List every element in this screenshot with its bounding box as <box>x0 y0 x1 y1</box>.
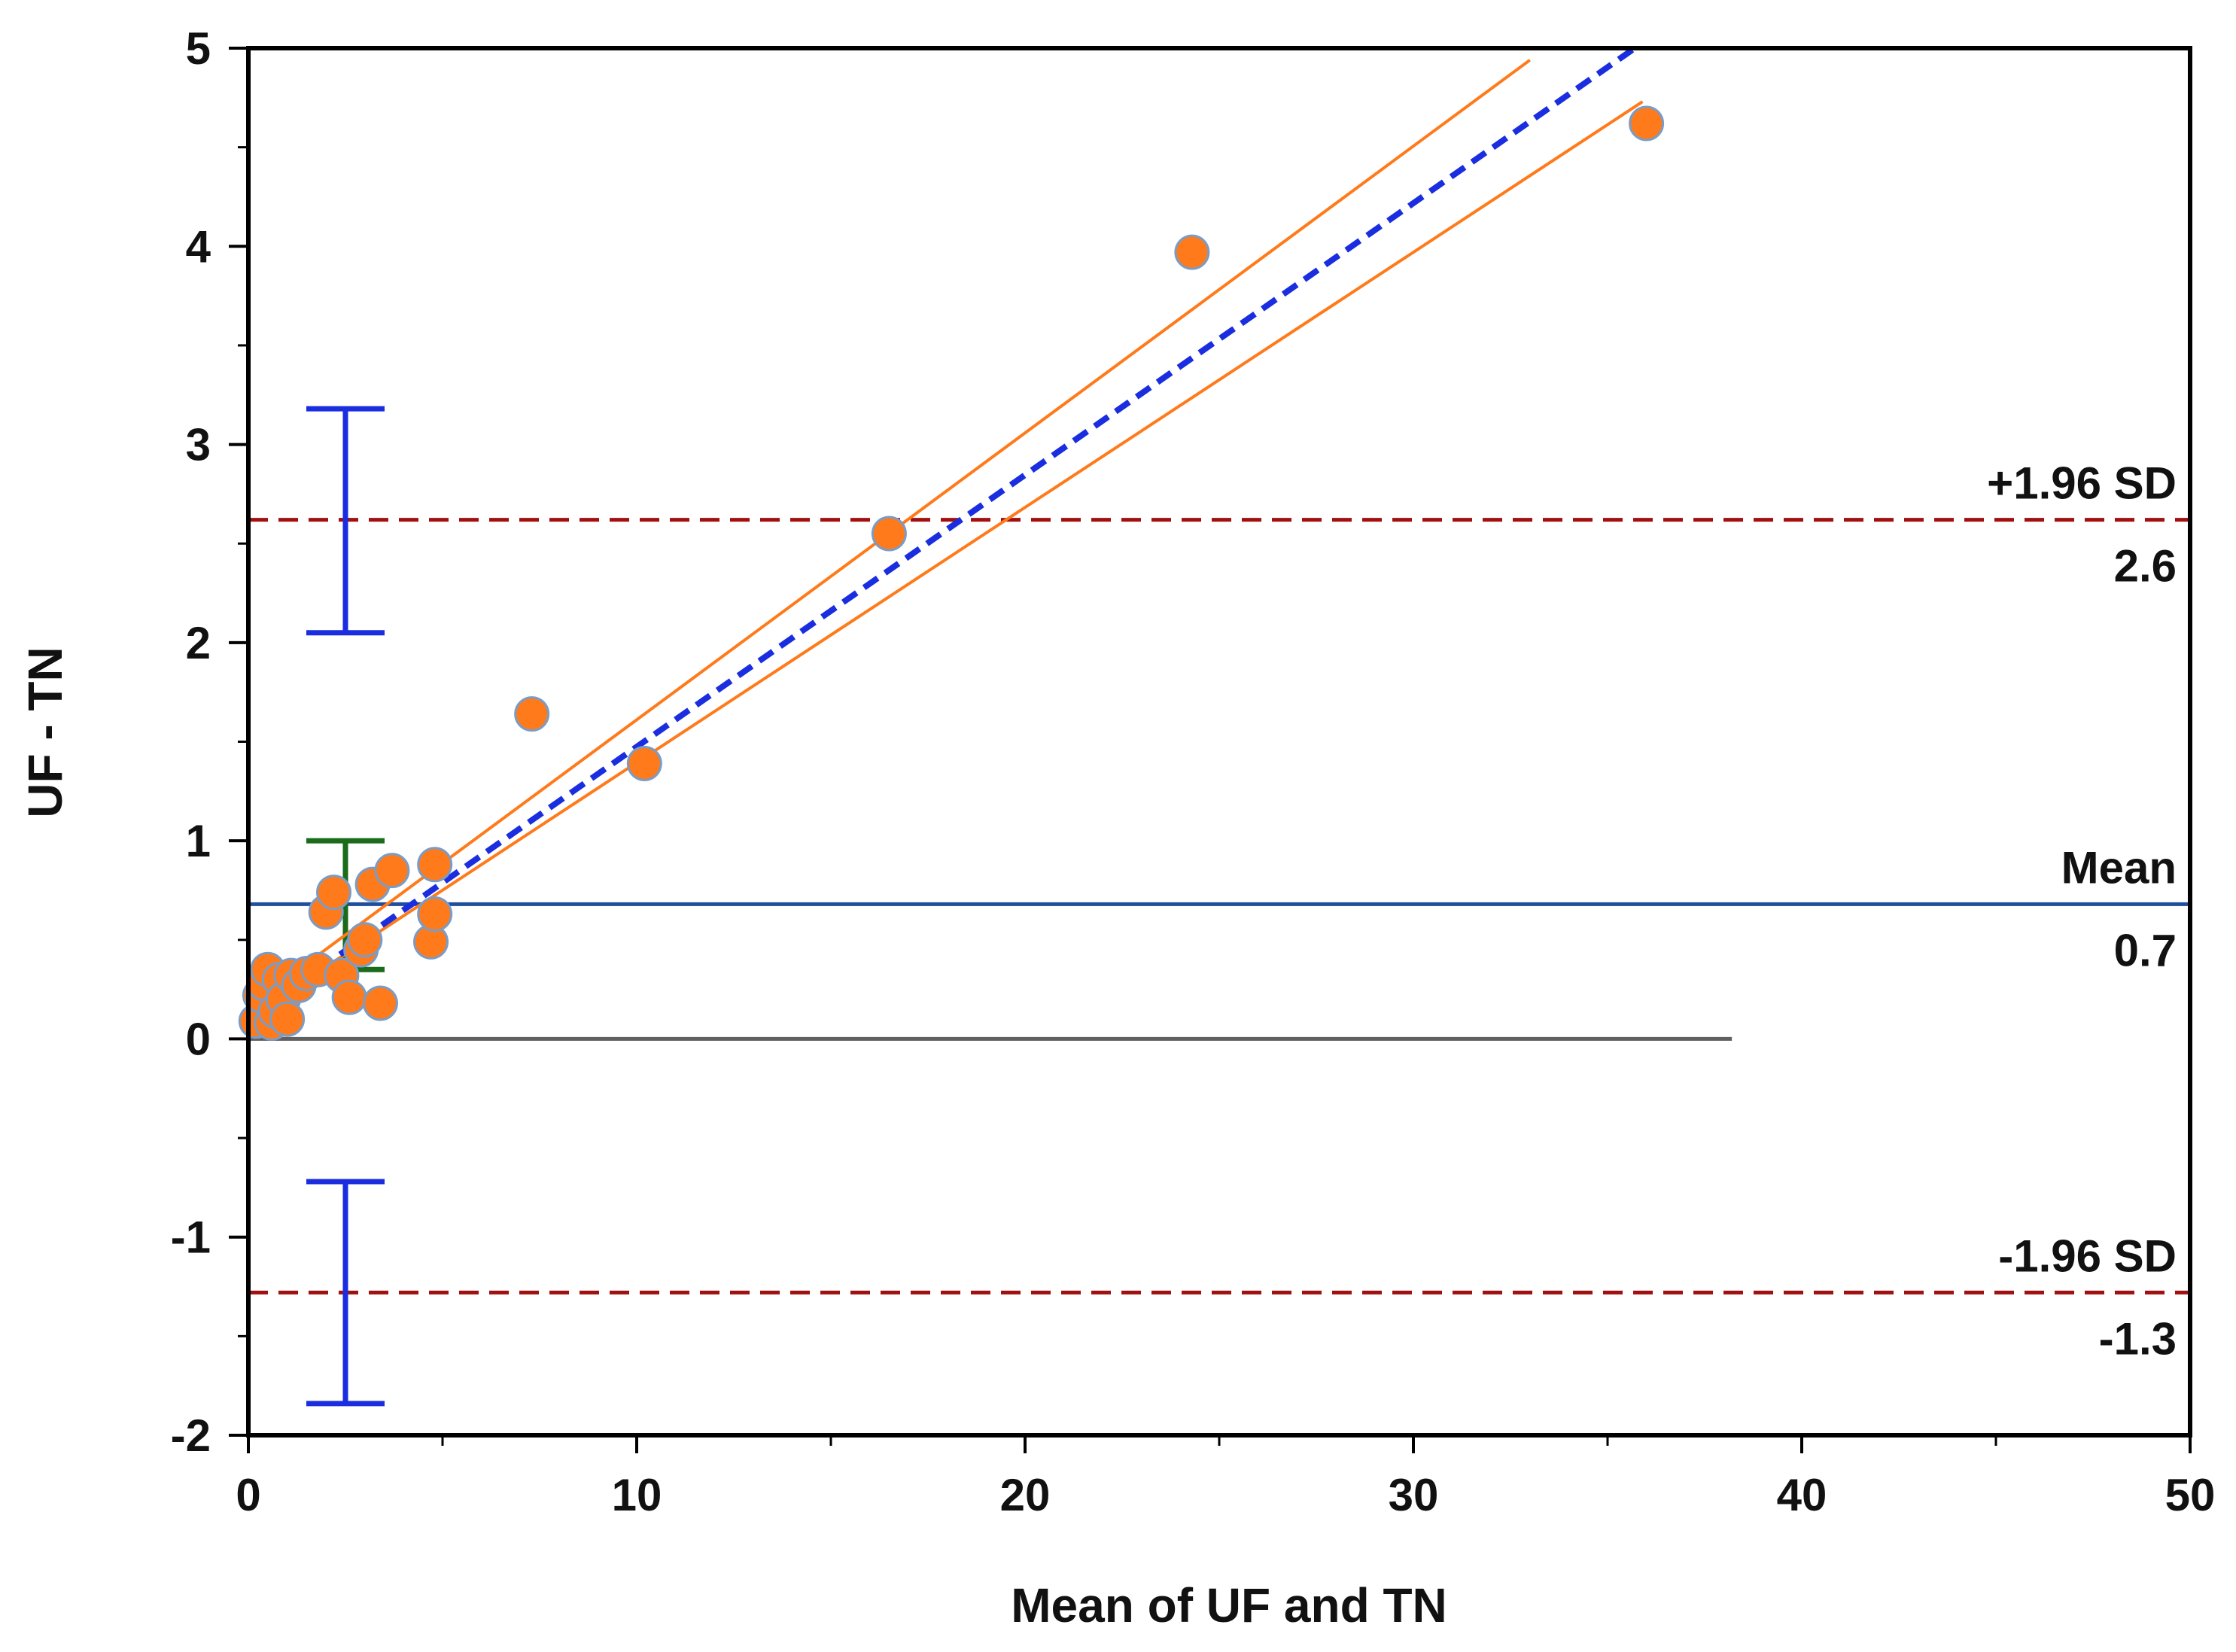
y-tick-label: -2 <box>171 1410 211 1461</box>
data-point <box>417 896 453 932</box>
data-point <box>871 516 907 552</box>
mean-value-label: 0.7 <box>2114 925 2177 975</box>
data-point <box>1174 234 1210 270</box>
lower-loa-value-label: -1.3 <box>2099 1313 2177 1364</box>
y-tick-label: -1 <box>171 1212 211 1263</box>
y-tick-label: 3 <box>186 420 211 470</box>
plot-frame <box>246 46 2192 1438</box>
upper-loa-label: +1.96 SD <box>1987 458 2177 509</box>
x-tick-label: 0 <box>236 1470 260 1520</box>
y-tick-label: 5 <box>186 23 211 74</box>
data-point <box>331 979 367 1015</box>
y-tick-label: 1 <box>186 816 211 866</box>
regression-line <box>254 45 1637 1016</box>
x-axis-label: Mean of UF and TN <box>1011 1578 1447 1632</box>
x-tick-label: 30 <box>1389 1470 1439 1520</box>
data-point <box>626 745 662 781</box>
data-point <box>514 696 550 732</box>
data-point <box>417 847 453 883</box>
data-point <box>347 922 383 958</box>
regression-ci-lower-line <box>306 100 1644 981</box>
lower-loa-label: -1.96 SD <box>1998 1231 2177 1281</box>
data-point <box>1629 105 1665 141</box>
y-tick-label: 4 <box>186 221 211 272</box>
data-point <box>269 1001 306 1037</box>
data-point <box>362 985 398 1021</box>
data-point <box>374 853 410 889</box>
x-tick-label: 10 <box>612 1470 662 1520</box>
mean-label: Mean <box>2061 842 2177 893</box>
upper-loa-value-label: 2.6 <box>2114 541 2177 592</box>
y-tick-label: 0 <box>186 1014 211 1064</box>
data-point <box>316 875 352 911</box>
y-axis-label: UF - TN <box>18 647 72 818</box>
x-tick-label: 40 <box>1777 1470 1827 1520</box>
y-tick-label: 2 <box>186 618 211 668</box>
x-tick-label: 20 <box>1000 1470 1051 1520</box>
x-tick-label: 50 <box>2165 1470 2216 1520</box>
